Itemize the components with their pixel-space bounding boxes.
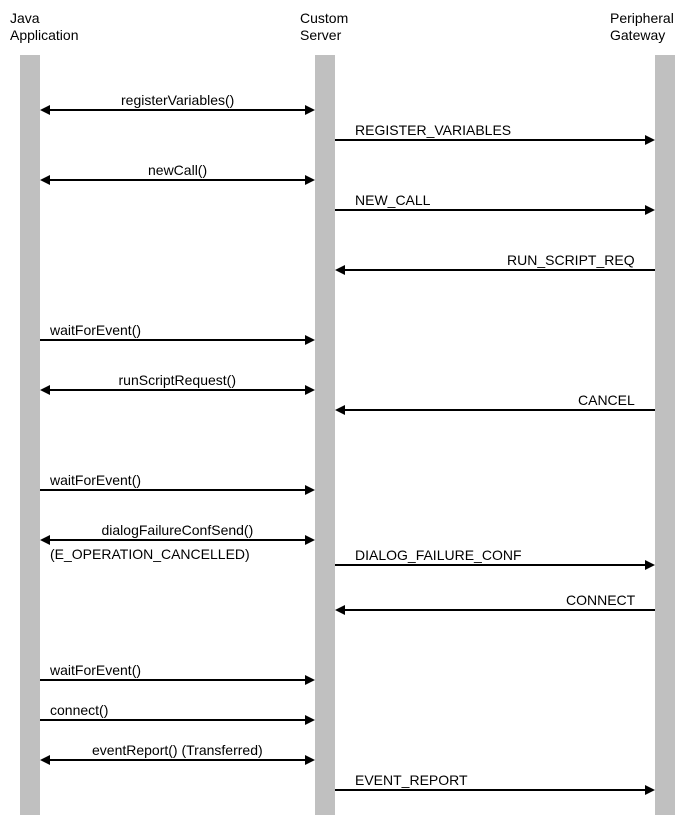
message-line <box>335 789 645 791</box>
message-sub-label: (E_OPERATION_CANCELLED) <box>50 546 250 562</box>
message-label: connect() <box>50 702 108 718</box>
message-label: EVENT_REPORT <box>355 772 468 788</box>
arrow-head-right <box>305 485 315 495</box>
arrow-head-left <box>40 535 50 545</box>
message-label: registerVariables() <box>121 92 234 108</box>
message-line <box>335 564 645 566</box>
message-label: waitForEvent() <box>50 472 141 488</box>
arrow-head-right <box>305 535 315 545</box>
message-label: NEW_CALL <box>355 192 430 208</box>
message-label: REGISTER_VARIABLES <box>355 122 511 138</box>
arrow-head-left <box>40 385 50 395</box>
arrow-head-right <box>305 755 315 765</box>
arrow-head-left <box>40 755 50 765</box>
lifeline-bar-peripheral <box>655 55 675 815</box>
message-label: runScriptRequest() <box>119 372 237 388</box>
message-label: DIALOG_FAILURE_CONF <box>355 547 522 563</box>
arrow-head-right <box>305 175 315 185</box>
arrow-head-right <box>305 385 315 395</box>
arrow-head-right <box>645 560 655 570</box>
message-label: waitForEvent() <box>50 662 141 678</box>
message-label: newCall() <box>148 162 207 178</box>
message-label: dialogFailureConfSend() <box>102 522 254 538</box>
message-line <box>50 179 305 181</box>
message-label: RUN_SCRIPT_REQ <box>507 252 635 268</box>
message-label: eventReport() (Transferred) <box>92 742 263 758</box>
message-line <box>345 609 655 611</box>
arrow-head-right <box>645 135 655 145</box>
arrow-head-right <box>305 335 315 345</box>
lifeline-label-custom: Custom Server <box>300 10 348 44</box>
message-label: CANCEL <box>578 392 635 408</box>
lifeline-bar-custom <box>315 55 335 815</box>
arrow-head-right <box>305 105 315 115</box>
arrow-head-left <box>40 105 50 115</box>
message-line <box>40 489 305 491</box>
arrow-head-left <box>40 175 50 185</box>
message-line <box>345 269 655 271</box>
arrow-head-right <box>645 205 655 215</box>
arrow-head-right <box>305 675 315 685</box>
message-line <box>335 139 645 141</box>
message-line <box>345 409 655 411</box>
lifeline-label-peripheral: Peripheral Gateway <box>610 10 674 44</box>
message-line <box>50 539 305 541</box>
message-line <box>40 719 305 721</box>
message-line <box>50 389 305 391</box>
arrow-head-left <box>335 405 345 415</box>
message-label: waitForEvent() <box>50 322 141 338</box>
arrow-head-right <box>645 785 655 795</box>
arrow-head-left <box>335 265 345 275</box>
message-line <box>40 679 305 681</box>
sequence-diagram-canvas: Java Application Custom Server Peripheral … <box>0 0 691 840</box>
arrow-head-left <box>335 605 345 615</box>
lifeline-label-java: Java Application <box>10 10 79 44</box>
arrow-head-right <box>305 715 315 725</box>
message-line <box>40 339 305 341</box>
lifeline-bar-java <box>20 55 40 815</box>
message-line <box>50 759 305 761</box>
message-line <box>50 109 305 111</box>
message-label: CONNECT <box>566 592 635 608</box>
message-line <box>335 209 645 211</box>
